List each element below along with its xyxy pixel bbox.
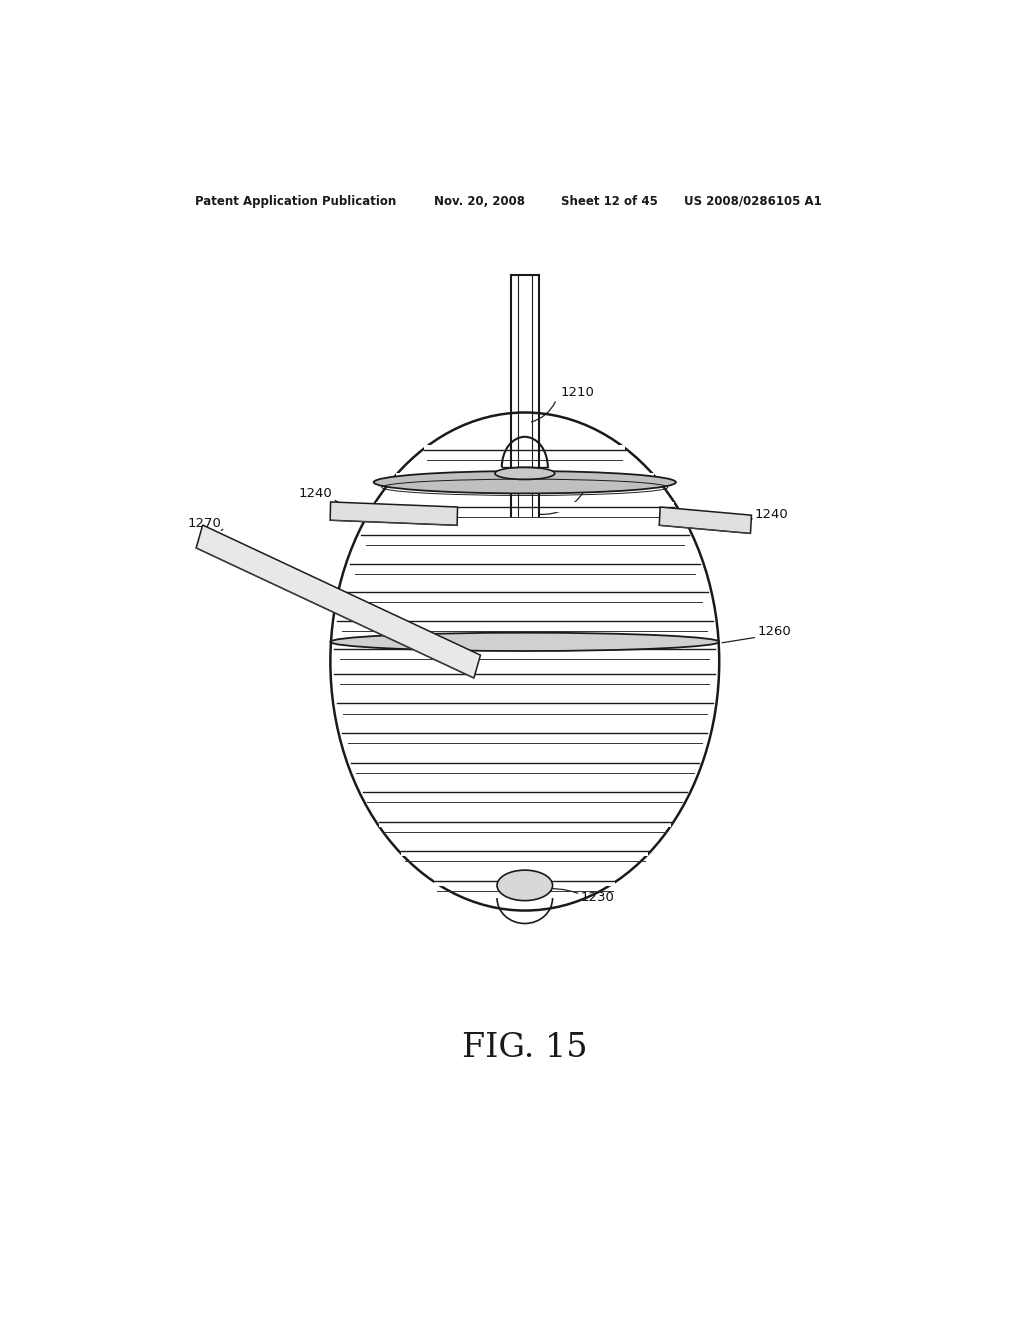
Text: 1260: 1260 <box>758 624 792 638</box>
Polygon shape <box>197 525 480 678</box>
Text: FIG. 15: FIG. 15 <box>462 1032 588 1064</box>
FancyBboxPatch shape <box>379 817 671 826</box>
Text: Patent Application Publication: Patent Application Publication <box>196 194 396 207</box>
Ellipse shape <box>331 632 719 651</box>
FancyBboxPatch shape <box>337 615 713 626</box>
Text: Sheet 12 of 45: Sheet 12 of 45 <box>560 194 657 207</box>
Text: 1210: 1210 <box>560 385 594 399</box>
Text: 1270: 1270 <box>187 517 221 529</box>
Polygon shape <box>330 502 458 525</box>
FancyBboxPatch shape <box>362 787 687 797</box>
Text: 1220: 1220 <box>585 477 618 490</box>
Text: 1230: 1230 <box>581 891 614 904</box>
Text: 1240: 1240 <box>299 487 333 500</box>
FancyBboxPatch shape <box>342 587 708 597</box>
Ellipse shape <box>497 870 553 900</box>
FancyBboxPatch shape <box>335 644 715 655</box>
FancyBboxPatch shape <box>424 445 626 455</box>
FancyBboxPatch shape <box>337 698 713 709</box>
FancyBboxPatch shape <box>401 846 648 857</box>
FancyBboxPatch shape <box>434 875 615 886</box>
Ellipse shape <box>374 471 676 494</box>
Ellipse shape <box>495 467 555 479</box>
FancyBboxPatch shape <box>335 669 715 678</box>
FancyBboxPatch shape <box>360 531 689 540</box>
Text: 1240: 1240 <box>755 508 788 520</box>
Text: Nov. 20, 2008: Nov. 20, 2008 <box>433 194 524 207</box>
FancyBboxPatch shape <box>342 727 708 738</box>
FancyBboxPatch shape <box>395 474 654 483</box>
Polygon shape <box>659 507 752 533</box>
FancyBboxPatch shape <box>350 758 699 768</box>
FancyBboxPatch shape <box>376 502 674 512</box>
Text: US 2008/0286105 A1: US 2008/0286105 A1 <box>684 194 821 207</box>
FancyBboxPatch shape <box>349 558 700 569</box>
